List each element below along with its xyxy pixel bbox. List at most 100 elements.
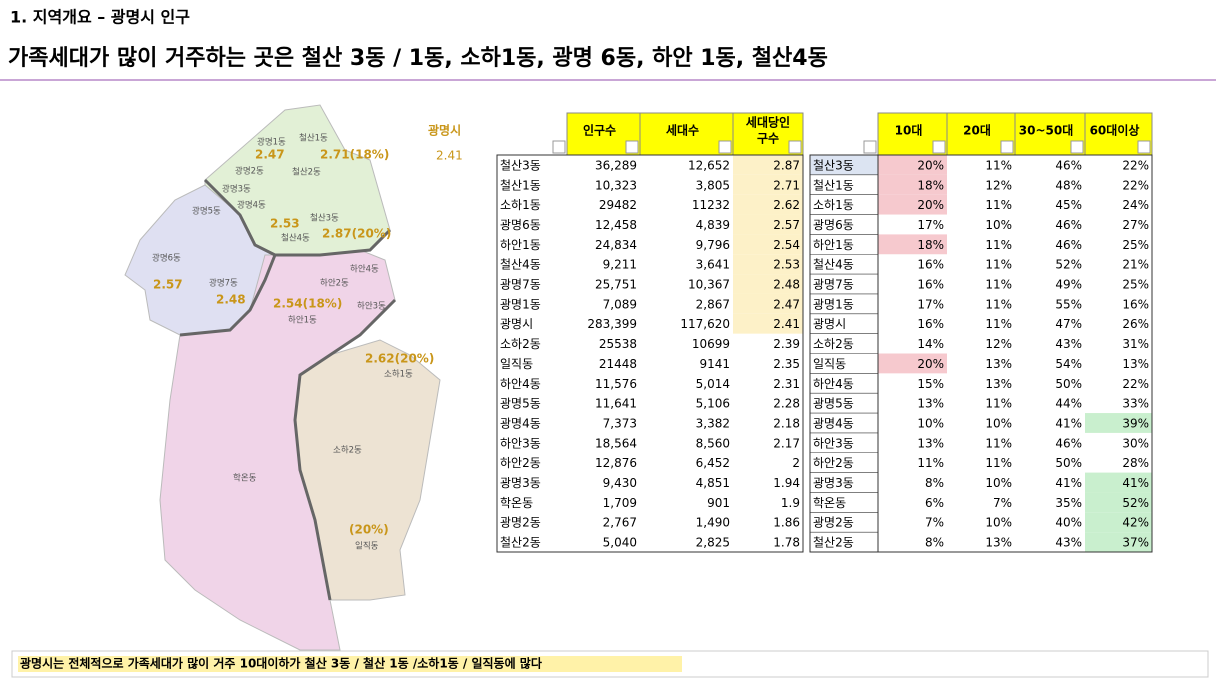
district: 광명1동 <box>257 137 286 148</box>
map: 광명시 2.41 철산1동 광명1동 2.47 2.71(18%) 광명2동 철… <box>124 104 463 651</box>
cell-value: 11% <box>985 258 1012 272</box>
cell-value: 2.28 <box>773 397 800 411</box>
cell-value: 12% <box>985 337 1012 351</box>
row-label: 광명5동 <box>813 397 854 411</box>
cell-value: 47% <box>1055 317 1082 331</box>
cell-value: 11% <box>985 317 1012 331</box>
cell-value: 7,373 <box>603 416 637 430</box>
cell-value: 10% <box>985 476 1012 490</box>
cell-value: 1.9 <box>781 496 800 510</box>
row-label: 광명7동 <box>813 278 854 292</box>
district: 광명5동 <box>192 206 221 217</box>
cell-value: 6,452 <box>696 456 730 470</box>
filter-button <box>932 140 946 154</box>
row-label: 광명시 <box>813 317 846 331</box>
district: 광명3동 <box>222 184 251 195</box>
row-label: 하안2동 <box>500 456 541 470</box>
cell-value: 5,106 <box>696 397 730 411</box>
cell-highlight <box>733 234 803 255</box>
header-cell <box>639 112 734 156</box>
cell-value: 16% <box>1122 297 1149 311</box>
row-label: 철산3동 <box>813 158 854 172</box>
district: 철산2동 <box>292 167 321 178</box>
cell-value: 2.39 <box>773 337 800 351</box>
district: 하안1동 <box>288 315 317 326</box>
cell-value: 44% <box>1055 397 1082 411</box>
cell-value: 12,876 <box>595 456 637 470</box>
cell-highlight <box>810 155 878 175</box>
row-label: 광명4동 <box>813 416 854 430</box>
district: 소하2동 <box>333 445 362 456</box>
cell-value: 13% <box>985 377 1012 391</box>
slide-title: 가족세대가 많이 거주하는 곳은 철산 3동 / 1동, 소하1동, 광명 6동… <box>8 46 828 71</box>
cell-value: 2.47 <box>773 297 800 311</box>
district: 광명6동 <box>152 253 181 264</box>
header-label: 20대 <box>963 124 991 138</box>
cell-value: 18,564 <box>595 436 637 450</box>
cell-value: 35% <box>1055 496 1082 510</box>
row-label: 광명3동 <box>813 476 854 490</box>
row-label: 철산4동 <box>500 258 541 272</box>
row-label: 광명2동 <box>500 516 541 530</box>
cell-value: 2.17 <box>773 436 800 450</box>
cell-value: 30% <box>1122 436 1149 450</box>
cell-value: 2.35 <box>773 357 800 371</box>
cell-highlight <box>733 313 803 334</box>
cell-highlight <box>878 234 947 255</box>
district-value: 2.53 <box>270 217 300 231</box>
cell-value: 13% <box>917 397 944 411</box>
cell-value: 2.48 <box>773 278 800 292</box>
row-label: 철산2동 <box>813 536 854 550</box>
row-label: 소하2동 <box>500 337 541 351</box>
cell-value: 11% <box>985 238 1012 252</box>
cell-value: 20% <box>917 158 944 172</box>
district: 철산1동 <box>299 133 328 144</box>
cell-value: 2,825 <box>696 536 730 550</box>
filter-button <box>625 140 639 154</box>
cell-value: 21448 <box>599 357 637 371</box>
cell-value: 42% <box>1122 516 1149 530</box>
cell-value: 52% <box>1055 258 1082 272</box>
filter-button <box>552 140 566 154</box>
row-label: 철산4동 <box>813 258 854 272</box>
district-value: 2.47 <box>255 148 285 162</box>
cell-value: 2 <box>792 456 800 470</box>
cell-value: 26% <box>1122 317 1149 331</box>
cell-value: 25,751 <box>595 278 637 292</box>
row-label: 학온동 <box>813 496 846 510</box>
filter-button <box>788 140 802 154</box>
cell-value: 18% <box>917 238 944 252</box>
row-label: 광명1동 <box>500 297 541 311</box>
cell-value: 2.18 <box>773 416 800 430</box>
cell-value: 2.31 <box>773 377 800 391</box>
row-label: 학온동 <box>500 496 533 510</box>
cell-value: 25538 <box>599 337 637 351</box>
cell-value: 9,211 <box>603 258 637 272</box>
row-label: 광명2동 <box>813 516 854 530</box>
row-label: 광명1동 <box>813 297 854 311</box>
cell-value: 1.78 <box>773 536 800 550</box>
cell-highlight <box>1085 472 1152 493</box>
row-label: 광명3동 <box>500 476 541 490</box>
table-border <box>496 154 804 553</box>
cell-value: 3,805 <box>696 178 730 192</box>
district-value: 2.57 <box>153 278 183 292</box>
section-title: 1. 지역개요 – 광명시 인구 <box>10 8 190 27</box>
cell-value: 16% <box>917 258 944 272</box>
header-label: 인구수 <box>583 123 616 138</box>
district: 학온동 <box>233 473 257 484</box>
cell-value: 2.57 <box>773 218 800 232</box>
cell-value: 11% <box>985 278 1012 292</box>
cell-highlight <box>878 353 947 374</box>
cell-value: 10% <box>985 218 1012 232</box>
cell-value: 5,040 <box>603 536 637 550</box>
cell-value: 117,620 <box>680 317 730 331</box>
cell-value: 6% <box>925 496 944 510</box>
cell-value: 50% <box>1055 456 1082 470</box>
cell-value: 21% <box>1122 258 1149 272</box>
district: 철산3동 <box>310 213 339 224</box>
cell-value: 9,430 <box>603 476 637 490</box>
